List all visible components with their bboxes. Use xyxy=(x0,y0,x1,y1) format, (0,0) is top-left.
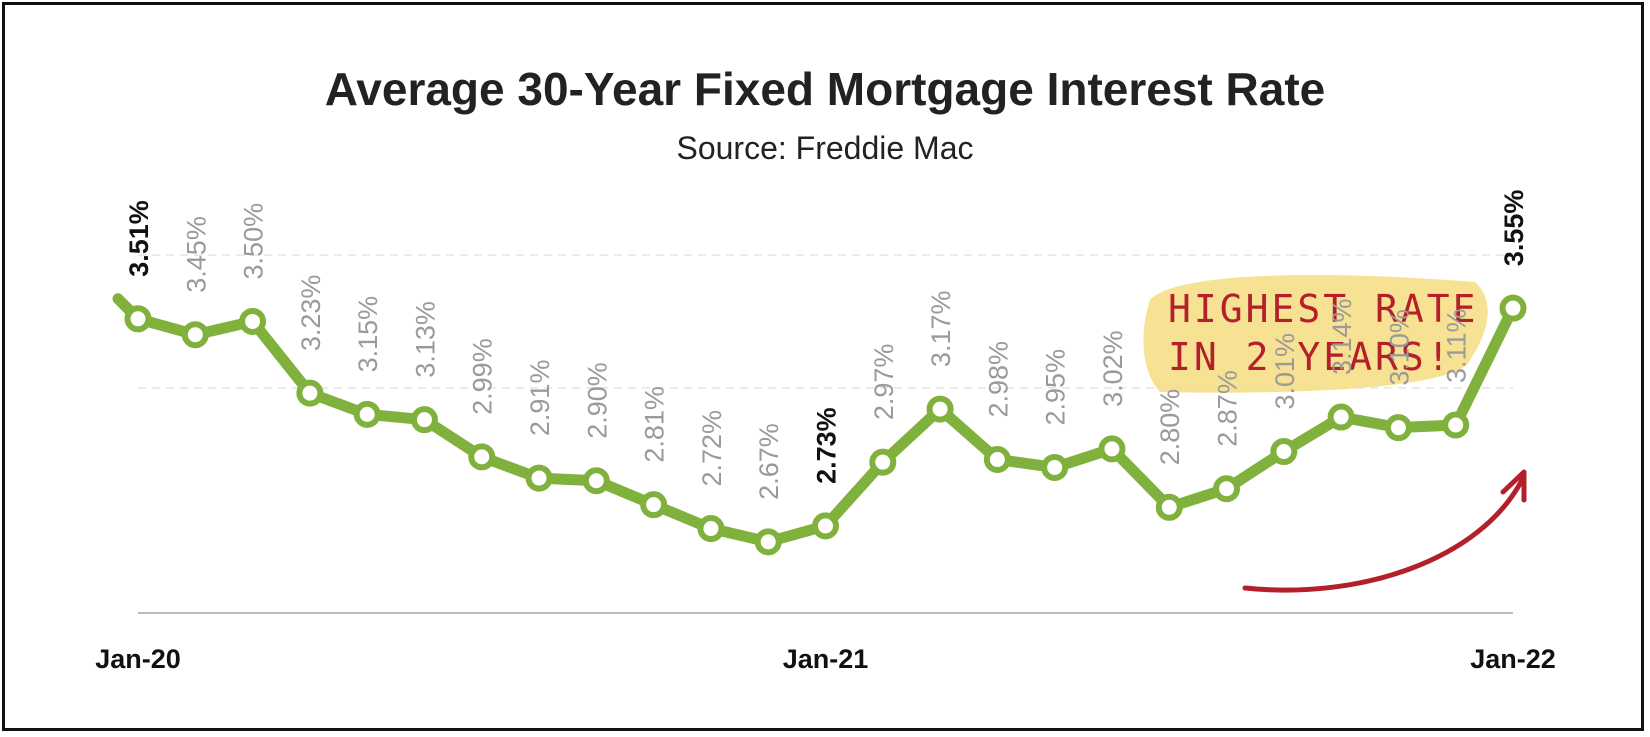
data-point xyxy=(239,307,267,335)
data-label: 2.95% xyxy=(1041,349,1071,426)
x-tick-label: Jan-22 xyxy=(1470,644,1556,674)
data-label: 2.80% xyxy=(1155,389,1185,466)
data-point xyxy=(353,400,381,428)
data-point xyxy=(181,321,209,349)
data-label: 3.17% xyxy=(926,291,956,368)
data-label: 2.91% xyxy=(525,360,555,437)
data-point xyxy=(1155,493,1183,521)
data-label: 3.51% xyxy=(124,200,154,277)
data-label: 2.72% xyxy=(697,410,727,487)
data-label: 3.50% xyxy=(239,203,269,280)
data-label: 3.15% xyxy=(353,296,383,373)
data-label: 3.11% xyxy=(1442,308,1472,383)
data-label: 3.01% xyxy=(1270,333,1300,410)
data-point xyxy=(1213,475,1241,503)
data-label: 3.55% xyxy=(1499,190,1529,267)
data-point xyxy=(983,446,1011,474)
data-label: 2.98% xyxy=(983,341,1013,418)
data-point xyxy=(124,305,152,333)
data-label: 2.99% xyxy=(468,338,498,415)
data-label: 3.14% xyxy=(1327,298,1357,375)
data-label: 2.73% xyxy=(812,407,842,484)
data-label: 2.67% xyxy=(754,423,784,500)
data-point xyxy=(926,395,954,423)
data-label: 3.02% xyxy=(1098,330,1128,407)
arrow-icon xyxy=(1242,477,1525,593)
data-label: 3.23% xyxy=(296,275,326,352)
data-label: 2.97% xyxy=(869,344,899,421)
data-point xyxy=(468,443,496,471)
data-point xyxy=(1098,435,1126,463)
data-point xyxy=(1499,294,1527,322)
annotation-line2: IN 2 YEARS! xyxy=(1168,335,1453,379)
data-point xyxy=(1384,414,1412,442)
data-point xyxy=(296,379,324,407)
annotation-highlight xyxy=(1143,275,1488,393)
arrow-head-icon xyxy=(1500,469,1527,503)
x-tick-label: Jan-21 xyxy=(783,644,869,674)
data-point xyxy=(410,406,438,434)
data-point xyxy=(754,528,782,556)
data-point xyxy=(1442,411,1470,439)
data-point xyxy=(812,512,839,540)
data-point xyxy=(1041,453,1069,481)
data-point xyxy=(1270,438,1298,466)
data-point xyxy=(1327,403,1355,431)
chart-title: Average 30-Year Fixed Mortgage Interest … xyxy=(324,63,1326,115)
data-point xyxy=(869,448,897,476)
data-point xyxy=(697,515,725,543)
data-label: 3.10% xyxy=(1384,309,1414,386)
data-label: 2.87% xyxy=(1213,370,1243,447)
data-label: 2.90% xyxy=(582,362,612,439)
data-label: 3.13% xyxy=(410,301,440,378)
data-point xyxy=(525,464,553,492)
data-label: 3.45% xyxy=(181,216,211,293)
annotation-line1: HIGHEST RATE xyxy=(1168,287,1479,331)
x-tick-label: Jan-20 xyxy=(95,644,181,674)
data-point xyxy=(640,491,668,519)
data-point xyxy=(582,467,610,495)
chart-subtitle: Source: Freddie Mac xyxy=(676,130,974,166)
data-label: 2.81% xyxy=(640,386,670,463)
